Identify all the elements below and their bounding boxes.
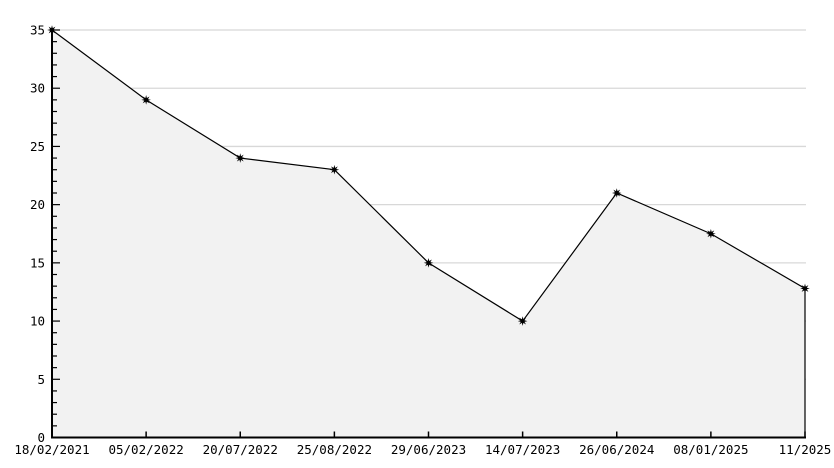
data-point-marker bbox=[517, 316, 528, 326]
x-axis-tick-label: 29/06/2023 bbox=[391, 442, 466, 457]
y-axis-tick-label: 0 bbox=[37, 430, 45, 445]
y-axis-tick-label: 20 bbox=[30, 197, 45, 212]
x-axis-tick-label: 08/01/2025 bbox=[673, 442, 748, 457]
data-point-marker bbox=[800, 283, 810, 294]
y-axis-tick-label: 10 bbox=[30, 314, 45, 329]
x-axis-tick-label: 18/02/2021 bbox=[14, 442, 89, 457]
data-point-marker bbox=[141, 95, 151, 105]
x-axis-tick-label: 11/2025 bbox=[779, 442, 832, 457]
x-axis-tick-label: 14/07/2023 bbox=[485, 442, 560, 457]
y-axis-tick-label: 15 bbox=[30, 255, 45, 270]
data-point-marker bbox=[611, 188, 622, 198]
y-axis-tick-label: 5 bbox=[37, 372, 45, 387]
data-point-marker bbox=[706, 228, 716, 239]
y-axis-tick-label: 25 bbox=[30, 139, 45, 154]
data-point-marker bbox=[235, 153, 246, 163]
y-axis-tick-label: 35 bbox=[30, 23, 45, 38]
x-axis-tick-label: 25/08/2022 bbox=[297, 442, 372, 457]
x-axis-tick-label: 05/02/2022 bbox=[108, 442, 183, 457]
data-point-marker bbox=[329, 164, 340, 175]
data-point-marker bbox=[423, 258, 434, 268]
x-axis-tick-label: 26/06/2024 bbox=[579, 442, 654, 457]
y-axis-tick-label: 30 bbox=[30, 81, 45, 96]
x-axis-tick-label: 20/07/2022 bbox=[203, 442, 278, 457]
